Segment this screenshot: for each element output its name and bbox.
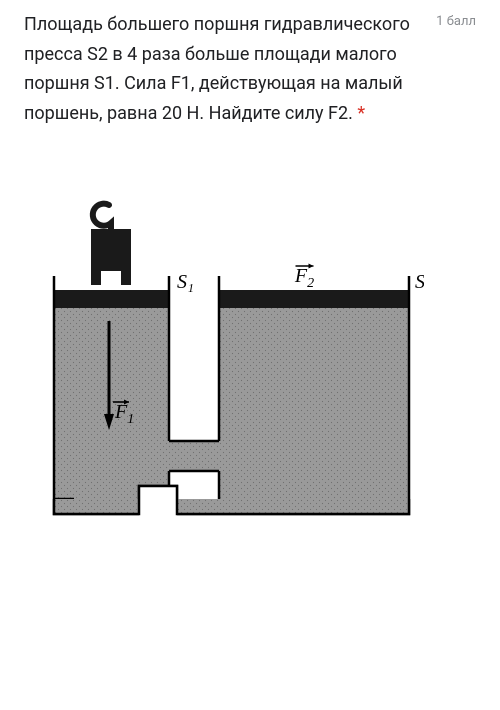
svg-text:S₂: S₂: [415, 271, 424, 293]
svg-text:S₁: S₁: [177, 271, 194, 293]
hydraulic-press-figure: S₁S₂F2F1: [24, 169, 476, 549]
question-header: Площадь большего поршня гидравлического …: [24, 10, 476, 129]
points-label: 1 балл: [436, 10, 476, 29]
required-asterisk: *: [357, 103, 365, 124]
question-body: Площадь большего поршня гидравлического …: [24, 14, 410, 124]
hydraulic-press-svg: S₁S₂F2F1: [24, 169, 424, 549]
question-text: Площадь большего поршня гидравлического …: [24, 10, 424, 129]
svg-text:F2: F2: [294, 265, 314, 291]
